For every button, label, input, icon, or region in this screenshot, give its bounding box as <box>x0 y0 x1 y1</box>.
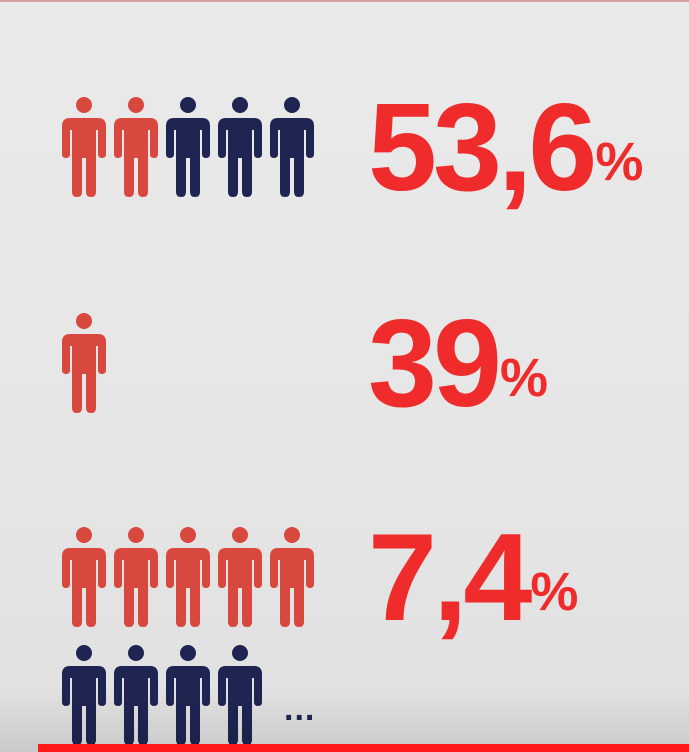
people-group-3 <box>60 526 316 628</box>
percent-sign-2: % <box>499 348 548 408</box>
bottom-shadow <box>0 690 689 752</box>
percent-sign-3: % <box>530 562 579 622</box>
blue-person-icon <box>166 97 210 197</box>
red-person-icon <box>270 527 314 627</box>
red-person-icon <box>114 97 158 197</box>
blue-person-icon <box>62 645 106 745</box>
percentage-value-3: 7,4 <box>368 509 532 647</box>
red-person-icon <box>62 527 106 627</box>
percentage-label-1: 53,6% <box>368 86 643 210</box>
people-group-1 <box>60 96 316 198</box>
video-progress-fill <box>38 744 689 752</box>
blue-person-icon <box>114 645 158 745</box>
red-person-icon <box>166 527 210 627</box>
top-border-line <box>0 0 689 2</box>
red-person-icon <box>62 97 106 197</box>
red-person-icon <box>114 527 158 627</box>
blue-person-icon <box>218 645 262 745</box>
blue-person-icon <box>270 97 314 197</box>
percentage-value-1: 53,6 <box>368 79 597 217</box>
people-group-3-second-line <box>60 644 264 746</box>
percentage-label-2: 39% <box>368 302 548 426</box>
percent-sign-1: % <box>595 132 644 192</box>
red-person-icon <box>62 313 106 413</box>
percentage-value-2: 39 <box>368 295 502 433</box>
red-person-icon <box>218 527 262 627</box>
percentage-label-3: 7,4% <box>368 516 578 640</box>
blue-person-icon <box>166 645 210 745</box>
blue-person-icon <box>218 97 262 197</box>
people-group-2 <box>60 312 108 414</box>
video-progress-bar[interactable] <box>38 744 689 752</box>
more-people-ellipsis: ... <box>284 690 315 729</box>
